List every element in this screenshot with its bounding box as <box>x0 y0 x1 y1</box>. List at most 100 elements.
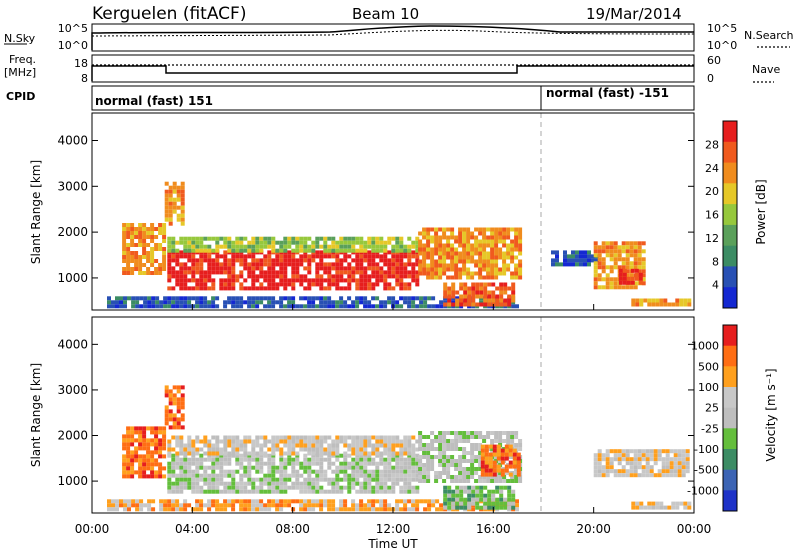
velocity-cell <box>279 469 284 474</box>
velocity-cell <box>399 461 404 466</box>
velocity-cell <box>162 474 167 479</box>
power-cell <box>311 254 316 259</box>
velocity-cell <box>379 451 384 456</box>
velocity-cell <box>207 485 212 490</box>
velocity-cell <box>499 485 504 490</box>
velocity-cell <box>319 439 324 444</box>
power-cell <box>438 259 443 264</box>
velocity-cell <box>478 475 483 479</box>
velocity-cell <box>164 389 169 394</box>
velocity-cell <box>438 439 443 443</box>
velocity-cell <box>475 493 480 498</box>
power-cell <box>180 189 185 194</box>
power-cell <box>183 248 188 253</box>
power-cell <box>403 300 408 305</box>
power-cell <box>403 296 408 301</box>
velocity-cell <box>211 499 216 504</box>
velocity-cell <box>625 461 630 466</box>
power-cell <box>451 282 456 287</box>
velocity-cell <box>411 443 416 448</box>
velocity-cell <box>251 447 256 452</box>
power-cell <box>179 278 184 283</box>
power-cell <box>279 240 284 245</box>
velocity-cell <box>661 469 666 474</box>
velocity-cell <box>259 457 264 462</box>
power-cell <box>199 248 204 253</box>
velocity-cell <box>454 463 459 467</box>
power-cell <box>315 304 320 309</box>
velocity-cell <box>158 446 163 451</box>
power-cell <box>494 235 499 240</box>
xtick-label: 00:00 <box>677 522 712 536</box>
power-colorbar-swatch <box>723 121 737 143</box>
power-cell <box>279 282 284 287</box>
power-cell <box>641 249 646 254</box>
velocity-cell <box>231 481 236 486</box>
power-cell <box>478 251 483 256</box>
velocity-cell <box>295 443 300 448</box>
power-cell <box>379 236 384 241</box>
cpid-label: CPID <box>6 90 35 103</box>
velocity-cell <box>243 465 248 470</box>
velocity-cell <box>171 473 176 478</box>
power-cell <box>315 278 320 283</box>
power-cell <box>311 248 316 253</box>
power-cell <box>474 243 479 248</box>
velocity-cell <box>171 503 176 508</box>
power-cell <box>463 290 468 295</box>
power-cell <box>279 254 284 259</box>
power-cell <box>150 251 155 255</box>
power-cell <box>651 298 656 303</box>
power-cell <box>443 294 448 299</box>
velocity-cell <box>367 489 372 494</box>
power-cell <box>255 278 260 283</box>
power-cell <box>172 209 177 214</box>
velocity-cell <box>430 467 435 471</box>
power-cell <box>490 263 495 268</box>
power-cell <box>231 240 236 245</box>
velocity-cell <box>159 507 164 512</box>
velocity-cell <box>215 499 220 504</box>
velocity-cell <box>427 507 432 512</box>
power-cell <box>176 185 181 190</box>
power-cell <box>159 304 164 309</box>
power-cell <box>679 298 684 303</box>
power-cell <box>391 254 396 259</box>
velocity-cell <box>488 444 493 449</box>
power-cell <box>231 296 236 301</box>
power-cell <box>506 255 511 260</box>
velocity-cell <box>239 477 244 482</box>
velocity-cell <box>471 493 476 498</box>
velocity-cell <box>651 501 656 506</box>
power-cell <box>407 258 412 263</box>
velocity-cell <box>399 469 404 474</box>
velocity-cell <box>259 481 264 486</box>
power-cell <box>462 227 467 232</box>
power-cell <box>215 304 220 309</box>
velocity-cell <box>593 457 598 462</box>
power-cell <box>355 270 360 275</box>
power-cell <box>446 227 451 232</box>
power-cell <box>418 263 423 268</box>
power-cell <box>418 239 423 244</box>
power-cell <box>494 263 499 268</box>
velocity-cell <box>470 455 475 459</box>
power-cell <box>511 298 516 303</box>
velocity-cell <box>271 485 276 490</box>
velocity-cell <box>203 465 208 470</box>
velocity-cell <box>215 481 220 486</box>
power-cell <box>490 231 495 236</box>
power-cell <box>633 245 638 250</box>
power-cell <box>518 239 523 244</box>
power-cell <box>418 251 423 256</box>
power-cell <box>207 286 212 291</box>
velocity-cell <box>331 485 336 490</box>
power-cell <box>122 271 127 275</box>
power-cell <box>295 248 300 253</box>
power-cell <box>587 250 591 255</box>
velocity-cell <box>180 417 185 422</box>
velocity-cell <box>613 449 618 454</box>
velocity-cell <box>363 435 368 440</box>
velocity-cell <box>494 475 499 479</box>
power-cell <box>478 227 483 232</box>
